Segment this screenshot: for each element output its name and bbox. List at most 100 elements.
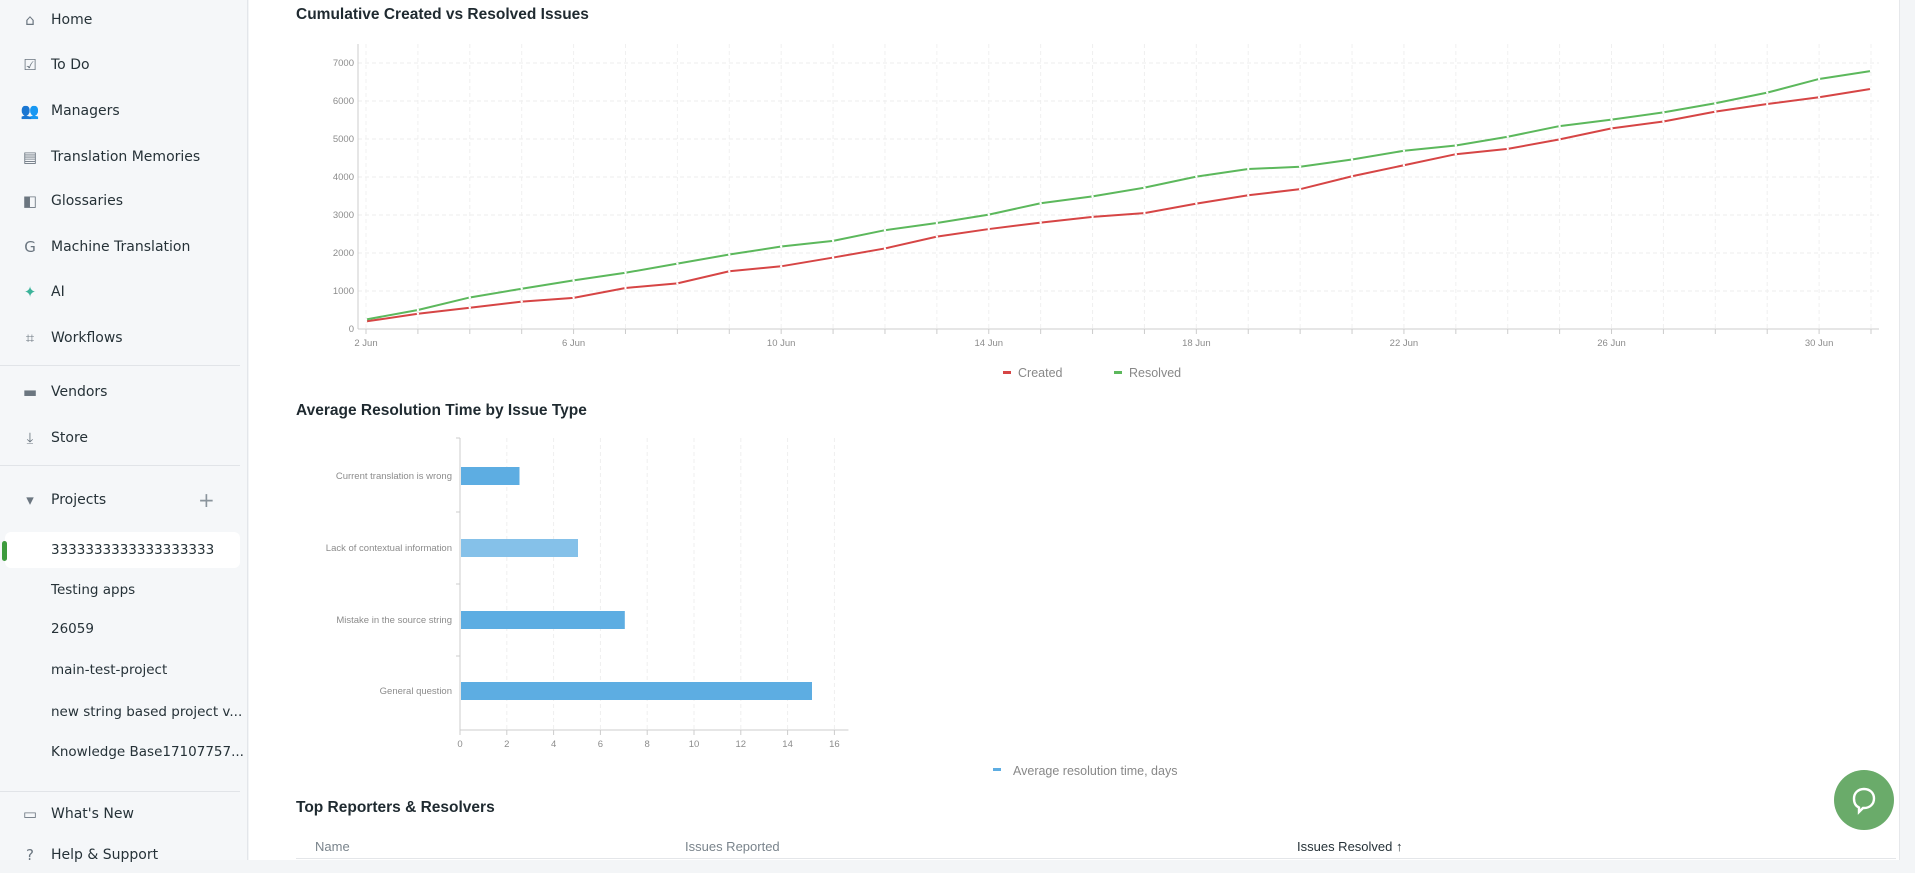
project-item[interactable]: Knowledge Base17107757... [0,734,244,770]
divider [0,465,240,466]
column-header-issues-reported[interactable]: Issues Reported [685,839,780,854]
translate-icon: G [24,238,36,256]
people-icon: 👥 [20,102,40,120]
y-tick-label: 6000 [333,96,354,107]
sidebar-item-machine-translation[interactable]: G Machine Translation [0,229,240,265]
data-point [364,318,368,321]
data-point [831,256,835,259]
column-header-name[interactable]: Name [315,839,350,854]
sidebar-item-label: Projects [51,492,107,508]
sidebar-item-label: Machine Translation [51,239,191,255]
data-point [1817,77,1821,81]
y-tick-label: 7000 [333,58,354,69]
x-tick-label: 18 Jun [1182,338,1211,349]
data-point [1869,87,1873,91]
sidebar-item-label: new string based project v... [51,704,243,720]
sidebar-item-home[interactable]: ⌂ Home [0,2,240,38]
sidebar-item-label: Home [51,12,93,28]
data-point [1714,102,1717,105]
data-point [1039,221,1042,224]
data-point [935,235,939,238]
data-point [1091,195,1094,198]
table-divider [296,858,1896,859]
divider [0,791,240,792]
chat-button[interactable] [1834,770,1894,830]
x-tick-label: 6 [598,739,603,750]
sidebar-item-ai[interactable]: ✦ AI [0,274,240,310]
legend-label: Created [1018,366,1063,380]
project-item[interactable]: 26059 [0,611,240,647]
sidebar-item-workflows[interactable]: ⌗ Workflows [0,320,240,356]
data-point [624,271,627,274]
data-point [1558,138,1561,141]
bar [461,611,625,629]
data-point [1402,164,1406,167]
data-point [1662,120,1665,123]
sidebar-item-help-support[interactable]: ? Help & Support [0,837,240,873]
store-front-icon: ▬ [22,383,38,401]
chart-title: Cumulative Created vs Resolved Issues [296,6,589,23]
data-point [468,296,471,299]
data-point [1817,96,1821,99]
y-tick-label: 0 [349,324,354,335]
x-tick-label: 22 Jun [1390,338,1419,349]
data-point [1091,215,1094,219]
whats-new-icon: ▭ [22,805,38,823]
data-point [468,306,471,309]
home-icon: ⌂ [25,11,35,29]
glossary-icon: ◧ [22,192,38,210]
category-label: General question [380,686,452,697]
x-tick-label: 10 Jun [767,338,796,349]
sidebar-item-label: Knowledge Base17107757... [51,744,244,760]
projects-section-toggle[interactable]: ▾ Projects + [0,482,240,518]
data-point [1454,144,1458,147]
data-point [676,282,679,285]
sidebar-item-label: main-test-project [51,662,168,678]
workflow-icon: ⌗ [25,329,35,347]
y-tick-label: 4000 [333,172,354,183]
sidebar-item-label: Workflows [51,330,123,346]
project-item[interactable]: main-test-project [0,652,240,688]
project-item[interactable]: Testing apps [0,572,240,608]
project-item[interactable]: new string based project v... [0,694,243,730]
data-point [416,308,420,312]
data-point [572,279,575,282]
column-header-label: Issues Resolved [1297,839,1393,854]
sidebar-item-vendors[interactable]: ▬ Vendors [0,374,240,410]
help-icon: ? [26,846,34,864]
sidebar-item-to-do[interactable]: ☑ To Do [0,47,240,83]
legend-swatch [993,768,1001,771]
project-item[interactable]: 3333333333333333333 [2,532,240,568]
data-point [1195,175,1198,178]
data-point [1350,158,1354,161]
bar [461,539,578,557]
data-point [364,320,368,323]
sidebar-item-managers[interactable]: 👥 Managers [0,93,240,129]
y-tick-label: 5000 [333,134,354,145]
data-point [728,270,731,273]
y-tick-label: 3000 [333,210,354,221]
sidebar-item-translation-memories[interactable]: ▤ Translation Memories [0,139,240,175]
add-project-icon[interactable]: + [198,488,215,512]
ai-sparkle-icon: ✦ [23,283,37,301]
sidebar-item-label: Vendors [51,384,108,400]
sidebar-item-store[interactable]: ⤓ Store [0,420,240,456]
sidebar-item-what-s-new[interactable]: ▭ What's New [0,796,240,832]
data-point [883,247,887,250]
x-tick-label: 30 Jun [1805,338,1834,349]
data-point [1247,167,1250,171]
sidebar-item-label: Managers [51,103,120,119]
sidebar-item-label: Store [51,430,89,446]
category-label: Mistake in the source string [336,615,452,626]
chart-title: Average Resolution Time by Issue Type [296,402,587,419]
x-tick-label: 16 [829,739,840,750]
column-header-issues-resolved[interactable]: Issues Resolved ↑ [1297,839,1403,854]
data-point [987,227,990,231]
series-line-created [365,87,1872,323]
data-point [624,286,627,290]
chat-bubble-icon [1852,787,1876,815]
sidebar-item-label: Translation Memories [51,149,201,165]
data-point [779,245,783,248]
data-point [520,287,523,290]
sidebar-item-glossaries[interactable]: ◧ Glossaries [0,183,240,219]
